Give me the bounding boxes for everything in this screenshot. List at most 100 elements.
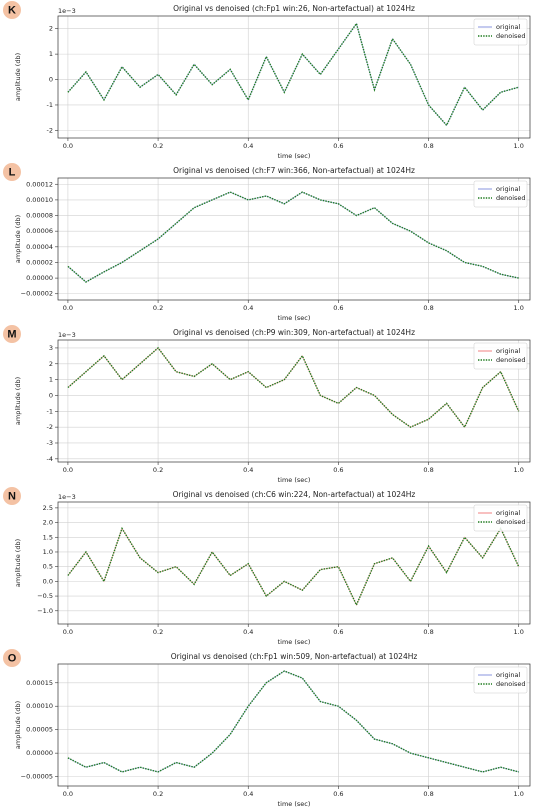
legend-label: original	[496, 509, 520, 517]
x-tick-label: 0.0	[63, 142, 73, 150]
y-tick-label: 2.0	[43, 519, 53, 527]
x-tick-label: 0.4	[243, 142, 253, 150]
y-tick-label: 0.00010	[26, 702, 53, 710]
y-tick-label: 0.5	[43, 563, 53, 571]
chart-panel: O Original vs denoised (ch:Fp1 win:509, N…	[3, 649, 531, 808]
y-tick-label: 0.00008	[26, 212, 53, 220]
series-line	[67, 191, 519, 283]
legend-box	[473, 180, 528, 208]
chart-panel: K Original vs denoised (ch:Fp1 win:26, No…	[3, 1, 531, 160]
panel-badge	[3, 163, 21, 181]
y-tick-label: -2	[47, 423, 53, 431]
legend-box	[473, 504, 528, 532]
chart-panel: L Original vs denoised (ch:F7 win:366, No…	[3, 163, 531, 322]
x-tick-label: 0.6	[333, 304, 343, 312]
legend-label: original	[496, 347, 520, 355]
plot-frame	[57, 177, 531, 301]
chart-title: Original vs denoised (ch:C6 win:224, Non…	[173, 490, 416, 499]
legend-label: denoised	[496, 32, 526, 40]
panel-label: M	[7, 328, 16, 340]
x-tick-label: 0.0	[63, 466, 73, 474]
x-tick-label: 0.4	[243, 466, 253, 474]
y-tick-label: -4	[47, 455, 53, 463]
x-tick-label: 0.0	[63, 790, 73, 798]
y-tick-label: -3	[47, 439, 53, 447]
x-axis-label: time (sec)	[278, 638, 311, 646]
x-tick-label: 0.6	[333, 466, 343, 474]
y-tick-label: -1	[47, 101, 53, 109]
y-axis-label: amplitude (db)	[14, 215, 22, 263]
panel-label: K	[8, 4, 16, 16]
x-tick-label: 1.0	[514, 790, 524, 798]
x-axis-label: time (sec)	[278, 800, 311, 808]
legend-label: denoised	[496, 356, 526, 364]
chart-title: Original vs denoised (ch:Fp1 win:509, No…	[171, 652, 418, 661]
plot-frame	[57, 663, 531, 787]
x-tick-label: 0.0	[63, 628, 73, 636]
y-tick-label: −0.5	[37, 592, 53, 600]
offset-text: 1e−3	[58, 7, 76, 15]
x-tick-label: 0.6	[333, 628, 343, 636]
y-tick-label: 0.00010	[26, 196, 53, 204]
y-tick-label: 2	[49, 360, 53, 368]
plot-frame	[57, 15, 531, 139]
x-tick-label: 0.2	[153, 304, 163, 312]
legend-label: original	[496, 185, 520, 193]
chart-panel: N Original vs denoised (ch:C6 win:224, No…	[3, 487, 531, 646]
y-tick-label: 2.5	[43, 504, 53, 512]
panel-label: L	[9, 166, 16, 178]
x-tick-label: 0.6	[333, 790, 343, 798]
x-tick-label: 0.4	[243, 628, 253, 636]
x-tick-label: 0.8	[423, 142, 433, 150]
x-tick-label: 0.8	[423, 304, 433, 312]
y-tick-label: 0.0	[43, 577, 53, 585]
y-axis-label: amplitude (db)	[14, 377, 22, 425]
y-tick-label: 0	[49, 76, 53, 84]
y-tick-label: 0.00000	[26, 274, 53, 282]
series-line	[67, 526, 520, 607]
series-line	[67, 670, 519, 773]
chart-title: Original vs denoised (ch:Fp1 win:26, Non…	[173, 4, 415, 13]
series-line	[67, 347, 520, 429]
plot-frame	[57, 339, 531, 463]
chart-title: Original vs denoised (ch:F7 win:366, Non…	[173, 166, 415, 175]
panel-badge	[3, 325, 21, 343]
legend-box	[473, 18, 528, 46]
y-tick-label: 1	[49, 376, 53, 384]
x-tick-label: 0.6	[333, 142, 343, 150]
x-tick-label: 0.0	[63, 304, 73, 312]
legend-box	[473, 342, 528, 370]
y-tick-label: 0.00005	[26, 726, 53, 734]
y-tick-label: 0.00012	[26, 180, 53, 188]
y-axis-label: amplitude (db)	[14, 539, 22, 587]
y-tick-label: 3	[49, 344, 53, 352]
chart-panel: M Original vs denoised (ch:P9 win:309, No…	[3, 325, 531, 484]
x-tick-label: 1.0	[514, 304, 524, 312]
x-tick-label: 0.2	[153, 628, 163, 636]
x-tick-label: 0.4	[243, 790, 253, 798]
legend-label: original	[496, 23, 520, 31]
x-tick-label: 1.0	[514, 628, 524, 636]
y-tick-label: 0	[49, 391, 53, 399]
y-tick-label: 0.00015	[26, 679, 53, 687]
x-tick-label: 1.0	[514, 142, 524, 150]
series-line	[67, 22, 519, 127]
series-line	[67, 191, 519, 283]
series-line	[67, 22, 519, 127]
panel-label: N	[8, 490, 16, 502]
x-tick-label: 0.8	[423, 790, 433, 798]
series-line	[67, 670, 519, 773]
x-axis-label: time (sec)	[278, 152, 311, 160]
x-tick-label: 0.4	[243, 304, 253, 312]
x-tick-label: 1.0	[514, 466, 524, 474]
offset-text: 1e−3	[58, 493, 76, 501]
y-tick-label: -1	[47, 407, 53, 415]
x-tick-label: 0.2	[153, 466, 163, 474]
plot-frame	[57, 501, 531, 625]
y-tick-label: -2	[47, 126, 53, 134]
panel-badge	[3, 487, 21, 505]
x-tick-label: 0.8	[423, 466, 433, 474]
legend-label: denoised	[496, 518, 526, 526]
offset-text: 1e−3	[58, 331, 76, 339]
x-tick-label: 0.8	[423, 628, 433, 636]
